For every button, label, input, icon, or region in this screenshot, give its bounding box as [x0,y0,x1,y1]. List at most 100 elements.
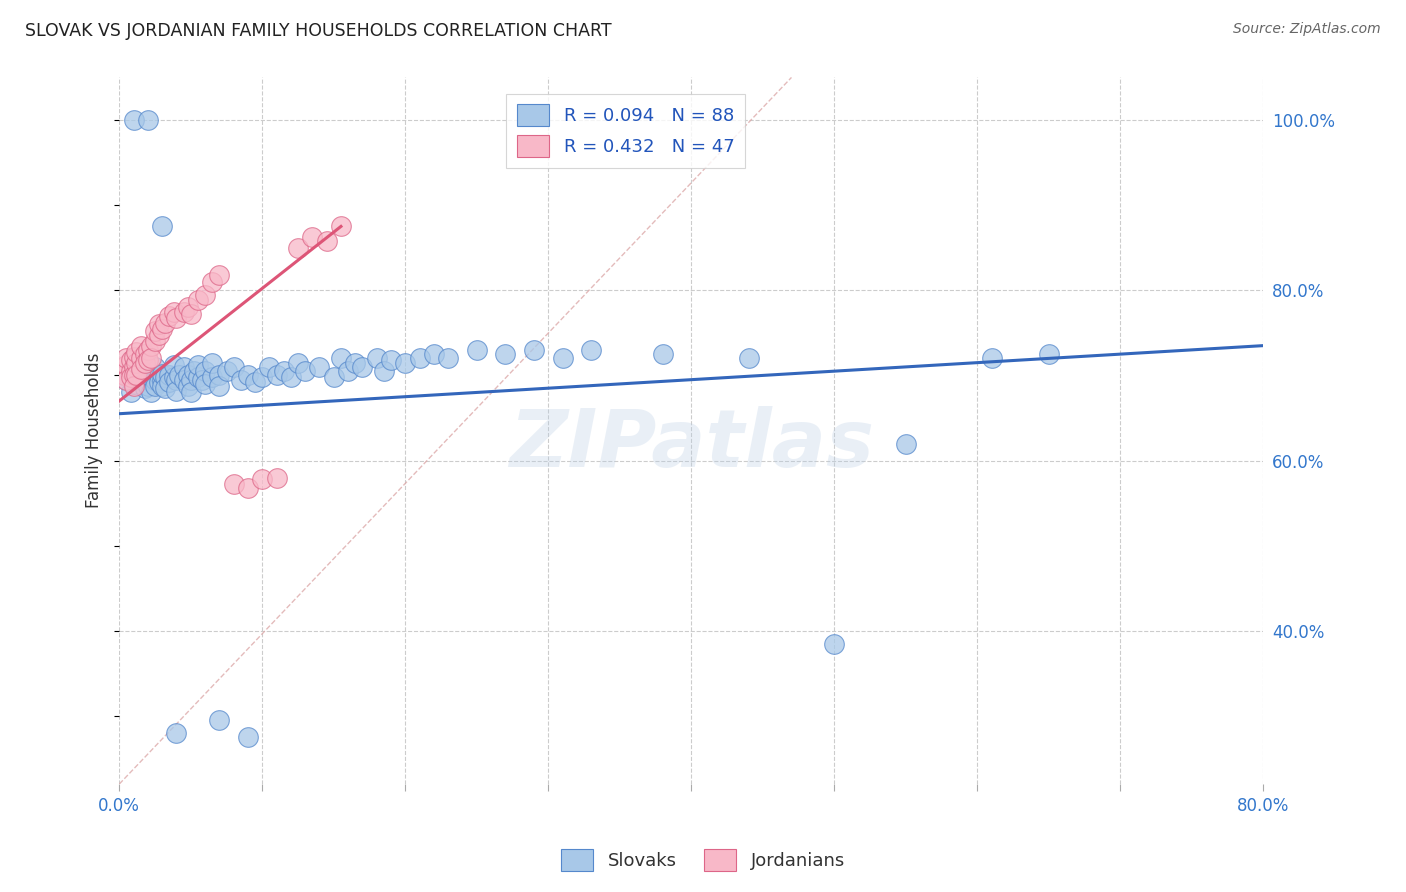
Point [120,370,142,384]
Point [120,364,142,378]
Point [408,351,430,366]
Point [222,359,245,374]
Y-axis label: Family Households: Family Households [86,353,103,508]
Point [187,293,209,308]
Point [737,351,759,366]
Point [134,356,156,370]
Point [177,368,200,383]
Point [148,376,170,390]
Point [308,359,330,374]
Point [129,361,152,376]
Point [180,373,202,387]
Point [243,376,266,390]
Point [166,726,188,740]
Point [129,351,152,366]
Point [153,370,176,384]
Text: Source: ZipAtlas.com: Source: ZipAtlas.com [1233,22,1381,37]
Point [122,368,145,383]
Point [157,309,180,323]
Point [280,370,302,384]
Point [148,318,170,332]
Point [180,385,202,400]
Point [143,334,166,349]
Point [150,367,173,381]
Point [150,378,173,392]
Point [125,356,148,370]
Point [136,113,159,128]
Point [337,364,360,378]
Point [183,364,205,378]
Point [194,376,217,391]
Point [229,373,252,387]
Point [373,364,395,378]
Point [301,230,323,244]
Point [173,373,195,387]
Point [551,351,574,366]
Point [465,343,488,357]
Point [380,353,402,368]
Point [115,373,138,387]
Point [352,359,374,374]
Point [273,364,295,378]
Point [136,353,159,368]
Point [177,301,200,315]
Point [208,268,231,282]
Point [173,304,195,318]
Point [162,358,184,372]
Point [201,275,224,289]
Point [120,385,142,400]
Point [194,364,217,378]
Point [115,358,138,372]
Point [157,376,180,390]
Point [148,368,170,383]
Point [150,321,173,335]
Point [150,219,173,234]
Point [136,373,159,387]
Point [294,364,316,378]
Point [153,316,176,330]
Point [143,373,166,387]
Point [194,287,217,301]
Point [187,370,209,384]
Point [122,350,145,364]
Point [177,378,200,392]
Point [208,713,231,727]
Point [166,373,188,387]
Point [266,368,288,383]
Point [115,373,138,387]
Point [166,310,188,325]
Point [129,338,152,352]
Point [120,353,142,368]
Point [366,351,388,366]
Point [157,368,180,383]
Point [129,359,152,374]
Point [252,472,274,486]
Point [394,356,416,370]
Point [287,356,309,370]
Point [329,351,352,366]
Point [139,385,162,400]
Legend: R = 0.094   N = 88, R = 0.432   N = 47: R = 0.094 N = 88, R = 0.432 N = 47 [506,94,745,169]
Point [287,241,309,255]
Point [581,343,603,357]
Point [136,364,159,378]
Point [187,358,209,372]
Point [139,351,162,366]
Point [191,373,214,387]
Point [201,356,224,370]
Point [125,344,148,359]
Point [222,477,245,491]
Point [150,373,173,387]
Text: ZIPatlas: ZIPatlas [509,406,875,483]
Point [523,343,546,357]
Point [437,351,460,366]
Point [259,359,281,374]
Point [208,368,231,383]
Point [125,368,148,383]
Point [1038,347,1060,361]
Point [136,343,159,357]
Point [322,370,344,384]
Point [122,376,145,391]
Point [143,359,166,374]
Point [494,347,516,361]
